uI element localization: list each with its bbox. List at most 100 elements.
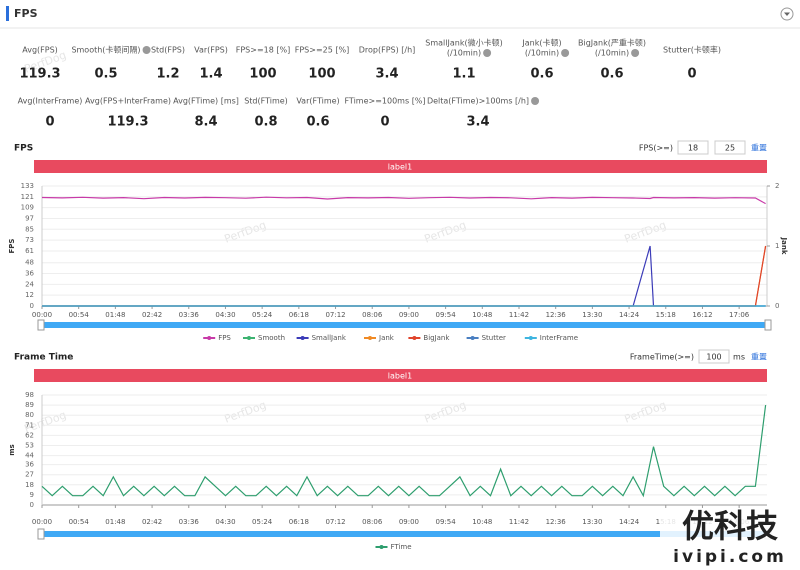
stat-value: 1.4 — [199, 67, 222, 82]
legend-label[interactable]: Stutter — [482, 334, 506, 342]
stat-value: 0 — [380, 115, 389, 130]
help-icon[interactable] — [483, 49, 492, 57]
stat-label: Avg(FPS+InterFrame) — [85, 97, 171, 106]
y-tick-label: 53 — [25, 442, 34, 450]
y2-axis-label: Jank — [780, 237, 788, 255]
y-tick-label: 109 — [21, 204, 34, 212]
x-tick-label: 01:48 — [105, 518, 125, 526]
x-tick-label: 11:42 — [509, 311, 529, 319]
label-band-text: label1 — [388, 163, 412, 172]
header-accent — [6, 6, 9, 21]
x-tick-label: 08:06 — [362, 311, 383, 319]
stat-label: Stutter(卡顿率) — [663, 45, 721, 55]
legend-label[interactable]: FPS — [218, 334, 231, 342]
stat-label: Delta(FTime)>100ms [/h] — [427, 97, 529, 106]
legend-dot — [412, 336, 417, 340]
stat-label: Var(FPS) — [194, 46, 228, 55]
x-tick-label: 12:36 — [546, 311, 567, 319]
help-icon[interactable] — [631, 49, 640, 57]
y-tick-label: 36 — [25, 270, 34, 278]
stat-label: FPS>=25 [%] — [295, 46, 349, 55]
collapse-icon — [784, 12, 790, 16]
stat-label: Var(FTime) — [296, 97, 339, 106]
stat-label: (/10min) — [525, 49, 559, 58]
x-tick-label: 03:36 — [179, 311, 200, 319]
y-tick-label: 61 — [25, 247, 34, 255]
x-tick-label: 04:30 — [215, 311, 235, 319]
label-band — [34, 369, 767, 382]
y-tick-label: 62 — [25, 431, 34, 439]
x-tick-label: 02:42 — [142, 518, 162, 526]
y2-tick-label: 0 — [775, 302, 779, 310]
zoom-slider[interactable] — [42, 531, 767, 537]
y-tick-label: 0 — [30, 302, 34, 310]
y2-tick-label: 2 — [775, 182, 779, 190]
legend-label[interactable]: InterFrame — [540, 334, 578, 342]
stat-label: Jank(卡顿) — [521, 38, 561, 48]
threshold-unit: ms — [733, 353, 745, 362]
x-tick-label: 08:06 — [362, 518, 383, 526]
stat-value: 0.6 — [600, 67, 623, 82]
x-tick-label: 00:54 — [69, 518, 90, 526]
x-tick-label: 02:42 — [142, 311, 162, 319]
legend-label[interactable]: SmallJank — [312, 334, 347, 342]
stat-value: 100 — [249, 67, 276, 82]
y-tick-label: 18 — [25, 481, 34, 489]
help-icon[interactable] — [561, 49, 570, 57]
threshold-value: 25 — [725, 144, 735, 153]
x-tick-label: 17:06 — [729, 311, 750, 319]
stat-label: SmallJank(微小卡顿) — [425, 38, 502, 48]
x-tick-label: 07:12 — [325, 311, 345, 319]
stat-label: Avg(FTime) [ms] — [173, 97, 239, 106]
y-tick-label: 85 — [25, 225, 34, 233]
legend-label[interactable]: BigJank — [423, 334, 450, 342]
threshold-value: 100 — [706, 353, 721, 362]
zoom-slider[interactable] — [42, 322, 767, 328]
y-tick-label: 89 — [25, 401, 34, 409]
y-tick-label: 9 — [30, 491, 34, 499]
slider-handle[interactable] — [37, 528, 45, 540]
stat-label: FPS>=18 [%] — [236, 46, 290, 55]
label-band — [34, 160, 767, 173]
legend-label[interactable]: FTime — [391, 543, 412, 551]
stat-value: 0.8 — [254, 115, 277, 130]
stat-value: 119.3 — [107, 115, 148, 130]
y-tick-label: 133 — [21, 182, 34, 190]
legend-dot — [300, 336, 305, 340]
threshold-input[interactable] — [714, 140, 746, 155]
legend-dot — [528, 336, 533, 340]
chart-title: FPS — [14, 144, 33, 154]
help-icon[interactable] — [142, 46, 151, 54]
stat-value: 3.4 — [375, 67, 398, 82]
help-icon[interactable] — [531, 97, 540, 105]
logo-url: ivipi.com — [673, 547, 787, 567]
stat-label: BigJank(严重卡顿) — [578, 38, 646, 48]
stat-value: 1.2 — [156, 67, 179, 82]
threshold-input[interactable] — [698, 349, 730, 364]
y-tick-label: 98 — [25, 391, 34, 399]
stat-label: Avg(InterFrame) — [18, 97, 83, 106]
slider-handle[interactable] — [764, 319, 772, 331]
reset-link[interactable]: 重置 — [751, 352, 767, 362]
stat-value: 0.5 — [94, 67, 117, 82]
y-tick-label: 121 — [21, 193, 34, 201]
x-tick-label: 06:18 — [289, 518, 309, 526]
legend-dot — [207, 336, 212, 340]
stat-value: 0 — [45, 115, 54, 130]
threshold-value: 18 — [688, 144, 698, 153]
stat-label: (/10min) — [447, 49, 481, 58]
threshold-input[interactable] — [677, 140, 709, 155]
legend-label[interactable]: Jank — [378, 334, 395, 342]
stat-value: 3.4 — [466, 115, 489, 130]
reset-link[interactable]: 重置 — [751, 143, 767, 153]
stat-value: 8.4 — [194, 115, 217, 130]
y-tick-label: 73 — [25, 236, 34, 244]
stat-value: 1.1 — [452, 67, 475, 82]
stat-label: Avg(FPS) — [22, 46, 58, 55]
x-tick-label: 06:18 — [289, 311, 309, 319]
legend-dot — [247, 336, 251, 340]
series-line — [41, 196, 766, 205]
slider-handle[interactable] — [37, 319, 45, 331]
legend-label[interactable]: Smooth — [258, 334, 285, 342]
